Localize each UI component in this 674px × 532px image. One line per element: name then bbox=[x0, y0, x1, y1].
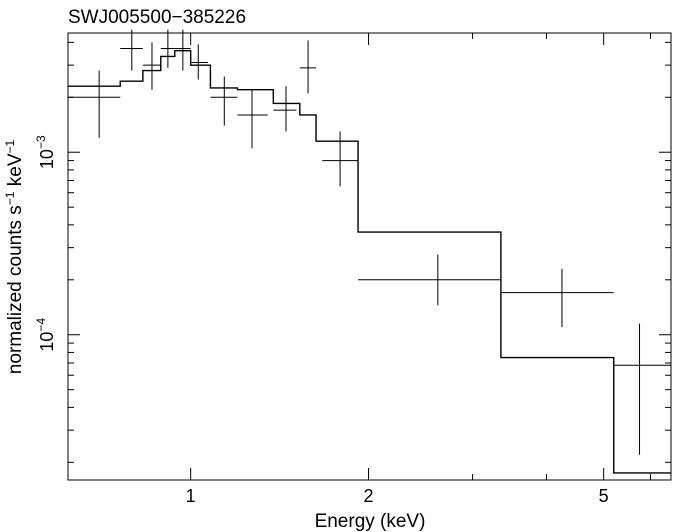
x-tick-labels: 1 2 5 bbox=[186, 486, 609, 506]
data-point bbox=[613, 323, 671, 455]
data-series bbox=[68, 29, 671, 455]
data-point bbox=[160, 29, 175, 68]
y-axis-label-sup1: −1 bbox=[3, 191, 17, 205]
y-tick-label-exp: −4 bbox=[34, 318, 48, 332]
data-point bbox=[174, 29, 191, 71]
y-axis-label: normalized counts s−1 keV−1 bbox=[3, 139, 26, 374]
chart-title: SWJ005500−385226 bbox=[68, 7, 246, 28]
y-tick-label-exp: −3 bbox=[34, 135, 48, 149]
data-point bbox=[210, 76, 238, 126]
x-axis-label: Energy (keV) bbox=[315, 511, 426, 532]
x-tick-label: 5 bbox=[599, 486, 609, 506]
data-point bbox=[68, 70, 121, 138]
data-point bbox=[322, 131, 359, 187]
axis-ticks bbox=[68, 33, 671, 480]
data-point bbox=[358, 254, 501, 306]
data-point bbox=[500, 268, 614, 328]
model-step-line bbox=[68, 49, 671, 474]
y-axis-label-mid: keV bbox=[5, 153, 26, 191]
y-tick-label: 10−4 bbox=[34, 318, 57, 352]
data-point bbox=[237, 89, 268, 149]
y-tick-label-base: 10 bbox=[37, 332, 57, 352]
data-point bbox=[190, 44, 209, 80]
data-point bbox=[273, 86, 297, 132]
x-tick-label: 2 bbox=[364, 486, 374, 506]
y-tick-label-base: 10 bbox=[37, 149, 57, 169]
model-series bbox=[68, 49, 671, 474]
y-tick-labels: 10−310−4 bbox=[34, 135, 57, 352]
y-tick-label: 10−3 bbox=[34, 135, 57, 169]
data-point bbox=[142, 42, 161, 90]
data-point bbox=[299, 40, 317, 94]
x-tick-label: 1 bbox=[186, 486, 196, 506]
y-axis-label-sup2: −1 bbox=[3, 139, 17, 153]
data-point bbox=[120, 29, 143, 71]
plot-frame bbox=[67, 32, 672, 481]
y-axis-label-base: normalized counts s bbox=[5, 205, 26, 374]
